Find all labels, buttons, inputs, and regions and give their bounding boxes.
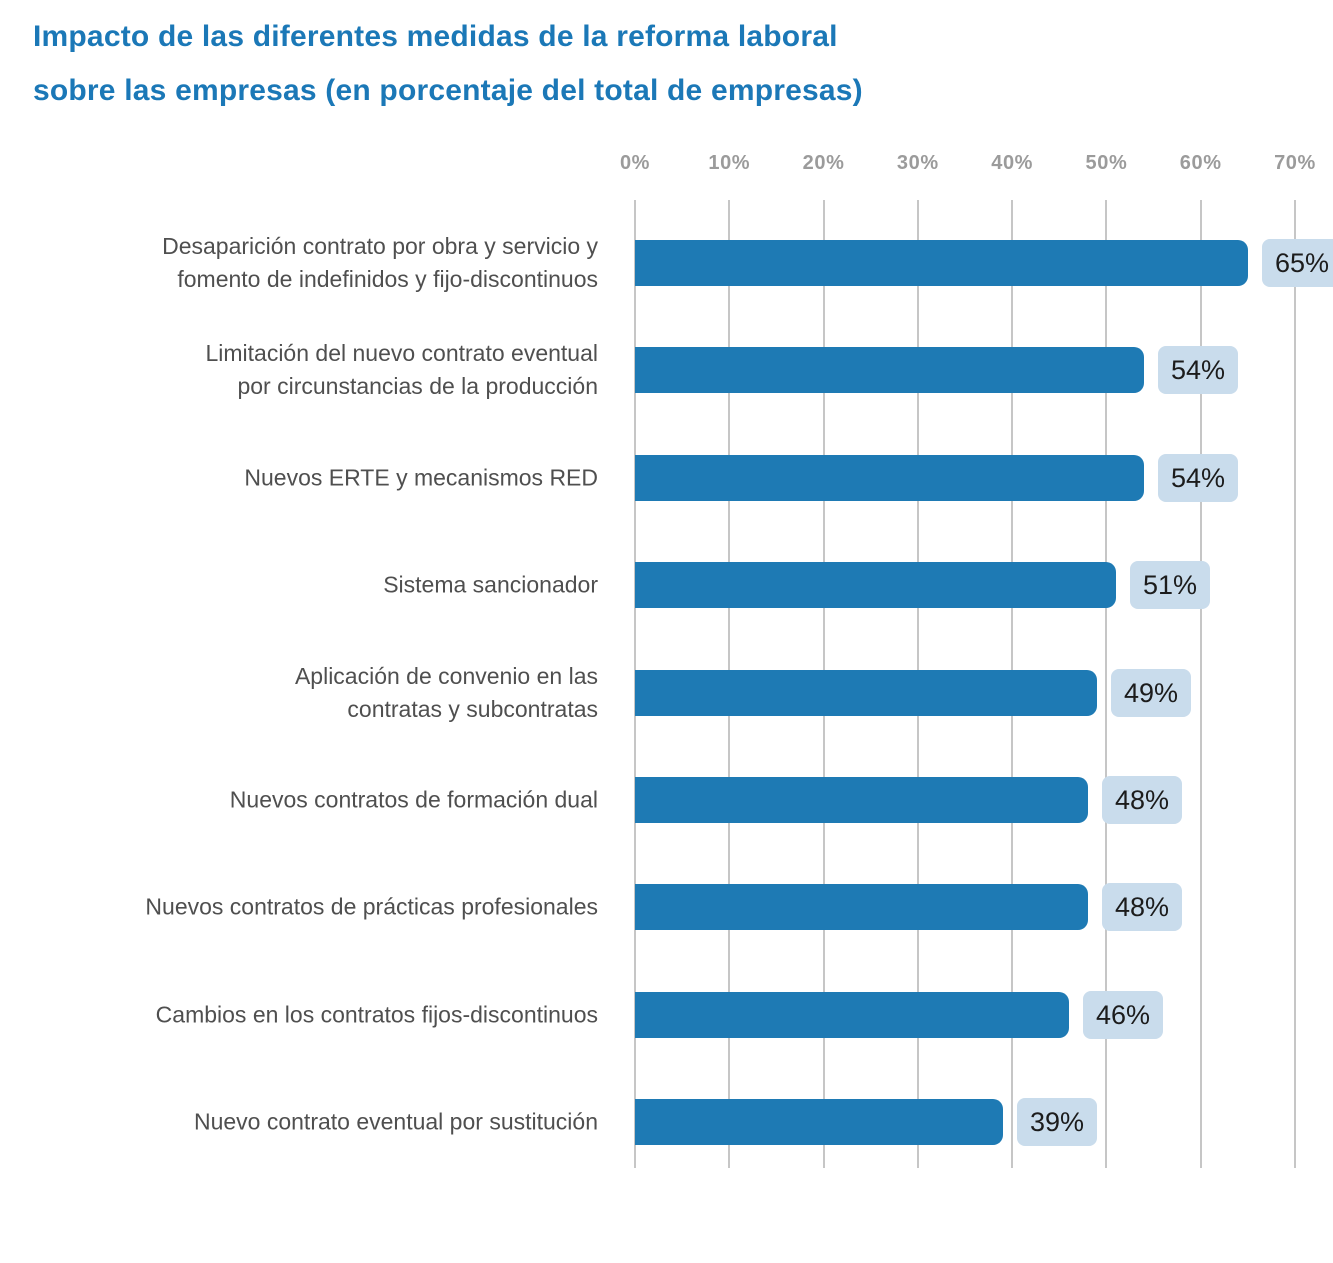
bar [635,240,1248,286]
value-chip: 48% [1102,883,1183,932]
category-label-line: Nuevos ERTE y mecanismos RED [244,464,598,491]
category-label: Nuevos contratos de formación dual [230,784,598,817]
category-label: Cambios en los contratos fijos-discontin… [156,998,598,1031]
axis-tick-label: 20% [802,152,845,174]
gridline [1105,200,1108,1168]
category-label-line: Cambios en los contratos fijos-discontin… [155,1001,598,1028]
chart-title-line-2: sobre las empresas (en porcentaje del to… [33,74,863,107]
chart-title-line-1: Impacto de las diferentes medidas de la … [33,20,838,53]
axis-tick-label: 50% [1085,152,1128,174]
value-chip: 51% [1130,561,1211,610]
category-label-line: Nuevo contrato eventual por sustitución [193,1108,598,1135]
bar [635,562,1116,609]
axis-tick-label: 60% [1179,152,1222,174]
category-label: Nuevo contrato eventual por sustitución [194,1106,598,1139]
category-label: Nuevos contratos de prácticas profesiona… [145,891,598,924]
value-chip: 54% [1158,346,1239,395]
value-chip: 48% [1102,776,1183,824]
bar [635,777,1088,823]
category-label-line: Desaparición contrato por obra y servici… [162,233,598,259]
axis-tick-label: 0% [619,152,651,174]
axis-tick-label: 30% [896,152,939,174]
bar [635,991,1069,1038]
gridline [1199,200,1202,1168]
value-chip: 54% [1158,453,1239,502]
value-chip: 49% [1111,668,1192,717]
category-label-line: fomento de indefinidos y fijo-discontinu… [177,266,598,292]
bar [635,884,1088,931]
value-chip: 39% [1017,1098,1098,1147]
gridline [1294,200,1296,1168]
bar [635,454,1144,501]
category-label: Sistema sancionador [383,569,598,602]
category-label-line: Limitación del nuevo contrato eventual [205,340,598,367]
category-label: Limitación del nuevo contrato eventual po… [205,337,598,403]
axis-tick-label: 10% [708,152,751,174]
category-label-line: por circunstancias de la producción [237,373,598,400]
category-label-line: Nuevos contratos de formación dual [229,786,598,813]
axis-tick-label: 70% [1274,152,1316,174]
category-label-line: Aplicación de convenio en las [294,662,598,689]
bar [635,1099,1003,1146]
chart-title: Impacto de las diferentes medidas de la … [33,10,863,118]
category-label-line: contratas y subcontratas [347,695,598,722]
category-label: Desaparición contrato por obra y servici… [162,230,598,296]
axis-tick-label: 40% [991,152,1034,174]
bar [635,669,1097,716]
bar [635,347,1144,394]
category-label-line: Nuevos contratos de prácticas profesiona… [145,893,598,920]
category-label: Nuevos ERTE y mecanismos RED [244,461,598,494]
value-chip: 65% [1262,239,1333,287]
category-label: Aplicación de convenio en las contratas y… [295,660,598,726]
category-label-line: Sistema sancionador [383,571,598,598]
value-chip: 46% [1083,990,1164,1039]
